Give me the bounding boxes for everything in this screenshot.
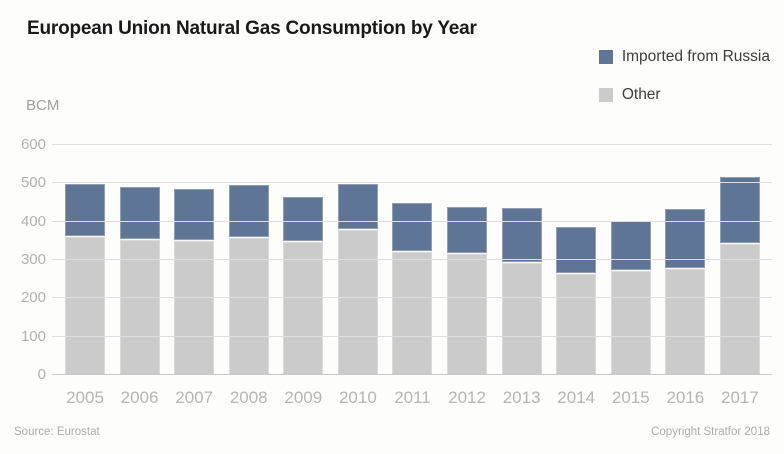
bar-2011 [392,203,433,375]
bar-segment-other-2011 [392,251,433,375]
bar-2005 [65,183,105,375]
bar-group [65,145,760,375]
legend-label: Other [621,86,661,103]
y-axis-tick-label-500: 500 [20,174,46,192]
bar-segment-imported-from-russia-2005 [65,183,105,236]
gridline-0 [52,374,772,375]
x-axis-label-2010: 2010 [338,388,377,407]
x-axis-label-2017: 2017 [721,388,759,407]
x-axis-labels: 2005 2006 2007 2008 2009 2010 2011 2012 2013 2014… [65,388,760,408]
bar-segment-other-2010 [337,229,378,375]
bar-2016 [665,209,706,375]
x-axis-label-2016: 2016 [666,388,705,407]
y-axis-tick-label-600: 600 [20,136,46,153]
bar-segment-other-2017 [719,242,760,375]
bar-segment-imported-from-russia-2011 [392,203,433,252]
bar-2013 [501,208,542,375]
gridline-400 [52,220,772,222]
bar-2014 [556,227,597,375]
gridline-100 [52,335,772,337]
source-attribution: Source: Eurostat [14,426,100,438]
x-axis-label-2009: 2009 [284,388,323,407]
bar-2008 [228,184,269,375]
legend-item-other: Other [598,86,661,104]
legend-swatch-russia-icon [598,50,613,64]
bar-segment-other-2009 [283,240,324,375]
x-axis-label-2015: 2015 [611,388,650,407]
gridline-200 [52,297,772,299]
bar-segment-imported-from-russia-2016 [665,209,706,269]
bar-segment-other-2012 [447,252,488,375]
bar-segment-imported-from-russia-2015 [610,221,651,271]
bar-segment-other-2005 [65,236,105,375]
bar-segment-imported-from-russia-2012 [447,206,488,253]
bar-2012 [447,206,488,375]
bar-segment-other-2015 [610,270,651,375]
copyright-notice: Copyright Stratfor 2018 [651,426,770,438]
bar-segment-imported-from-russia-2006 [119,186,160,239]
bar-segment-imported-from-russia-2010 [337,184,378,230]
legend-item-imported-from-russia: Imported from Russia [598,48,770,66]
y-axis-tick-label-400: 400 [20,212,46,230]
y-axis-tick-label-0: 0 [37,366,46,383]
bar-2010 [337,184,378,375]
y-axis-unit-label: BCM [26,97,60,114]
bar-segment-imported-from-russia-2008 [228,184,269,237]
legend-label: Imported from Russia [621,48,770,65]
legend: Imported from Russia Other [598,48,770,104]
bar-2009 [283,197,324,375]
bar-segment-other-2013 [501,262,542,375]
bar-2015 [610,221,651,375]
gridline-600 [52,144,772,145]
gridline-500 [52,182,772,184]
legend-swatch-other-icon [598,88,613,102]
gridline-300 [52,259,772,260]
bar-segment-imported-from-russia-2017 [719,176,760,243]
x-axis-label-2005: 2005 [66,388,104,407]
bar-2017 [719,176,760,375]
x-axis-label-2011: 2011 [394,388,431,407]
y-axis-tick-label-300: 300 [20,251,46,268]
x-axis-label-2012: 2012 [448,388,486,407]
chart-title: European Union Natural Gas Consumption b… [27,18,477,39]
x-axis-label-2007: 2007 [175,388,214,407]
x-axis-label-2013: 2013 [502,388,541,407]
bar-segment-imported-from-russia-2009 [283,197,324,241]
bar-segment-other-2007 [174,240,215,375]
x-axis-label-2008: 2008 [229,388,268,407]
bar-segment-other-2014 [556,273,597,375]
x-axis-label-2006: 2006 [120,388,159,407]
y-axis-tick-label-100: 100 [20,327,46,345]
bar-segment-other-2016 [665,268,706,375]
bar-segment-imported-from-russia-2007 [174,188,215,241]
x-axis-label-2014: 2014 [557,388,596,407]
bar-segment-imported-from-russia-2013 [501,208,542,263]
bar-2007 [174,188,215,375]
plot-area [52,144,772,375]
bar-segment-imported-from-russia-2014 [556,227,597,274]
bar-segment-other-2008 [228,236,269,375]
bar-2006 [119,186,160,375]
y-axis-tick-label-200: 200 [20,289,46,307]
bar-segment-other-2006 [119,238,160,375]
